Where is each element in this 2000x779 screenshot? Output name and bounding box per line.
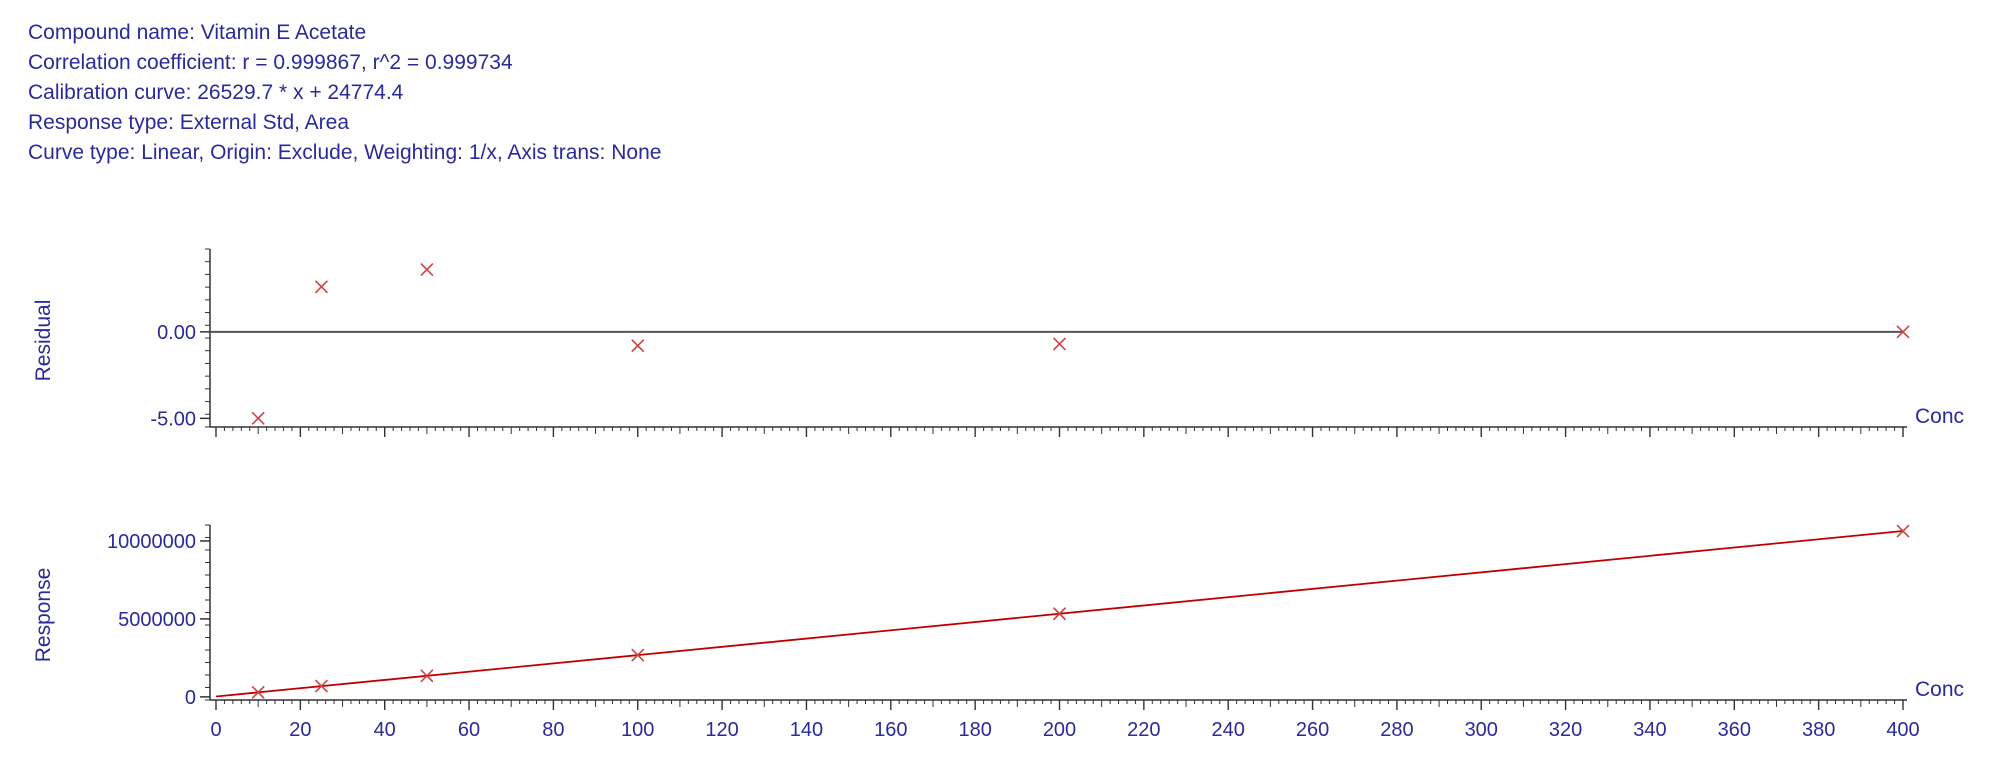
y-tick-label: 10000000: [107, 531, 196, 553]
data-point: [631, 339, 645, 353]
data-point-stroke: [1052, 337, 1067, 351]
x-tick-label: 240: [1212, 719, 1245, 741]
curve-type: Curve type: Linear, Origin: Exclude, Wei…: [28, 141, 662, 164]
data-point: [420, 669, 434, 683]
x-tick-label: 180: [958, 719, 991, 741]
x-tick-label: 160: [874, 719, 907, 741]
data-point-stroke: [1052, 607, 1067, 621]
x-tick-label: 200: [1043, 719, 1076, 741]
y-tick-label: 5000000: [118, 609, 196, 631]
y-tick-label: -5.00: [150, 408, 196, 430]
data-point-stroke: [631, 648, 645, 662]
y-axis-label: Residual: [32, 300, 55, 382]
x-tick-label: 320: [1549, 719, 1582, 741]
x-tick-label: 280: [1380, 719, 1413, 741]
x-tick-label: 340: [1633, 719, 1666, 741]
data-point-stroke: [420, 669, 434, 683]
x-tick-label: 40: [374, 719, 396, 741]
y-tick-label: 0: [185, 687, 196, 709]
data-point-stroke: [420, 263, 434, 277]
data-point: [1052, 337, 1067, 351]
data-point: [314, 679, 329, 693]
x-tick-label: 220: [1127, 719, 1160, 741]
compound-name: Compound name: Vitamin E Acetate: [28, 21, 367, 44]
x-tick-label: 260: [1296, 719, 1329, 741]
x-tick-label: 380: [1802, 719, 1835, 741]
data-point-stroke: [251, 685, 265, 699]
data-point: [1052, 607, 1067, 621]
data-point-stroke: [631, 339, 645, 353]
x-tick-label: 140: [790, 719, 823, 741]
data-point: [314, 280, 329, 294]
x-tick-label: 0: [210, 719, 221, 741]
y-tick-label: 0.00: [157, 322, 196, 344]
x-tick-label: 360: [1718, 719, 1751, 741]
data-point: [1896, 325, 1910, 339]
data-point: [631, 648, 645, 662]
x-tick-label: 300: [1465, 719, 1498, 741]
x-axis-label: Conc: [1915, 678, 1964, 701]
x-tick-label: 120: [705, 719, 738, 741]
calibration-info: Compound name: Vitamin E Acetate Correla…: [28, 18, 661, 168]
x-tick-label: 100: [621, 719, 654, 741]
x-tick-label: 60: [458, 719, 480, 741]
response-type: Response type: External Std, Area: [28, 111, 350, 134]
data-point: [420, 263, 434, 277]
data-point-stroke: [314, 679, 329, 693]
response-panel: 10000000 5000000 0 Conc Response 0 20 40 60 80 100…: [32, 524, 1964, 741]
x-tick-label: 400: [1886, 719, 1919, 741]
correlation-coefficient: Correlation coefficient: r = 0.999867, r…: [28, 51, 513, 74]
x-axis-label: Conc: [1915, 405, 1964, 428]
data-point: [251, 685, 265, 699]
x-tick-label: 80: [542, 719, 564, 741]
x-tick-label: 20: [289, 719, 311, 741]
data-point-stroke: [1896, 325, 1910, 339]
residual-panel: 0.00 -5.00 Conc Residual: [32, 248, 1964, 437]
data-point-stroke: [251, 411, 265, 425]
data-point: [251, 411, 265, 425]
data-point-stroke: [1896, 524, 1910, 538]
data-point: [1896, 524, 1910, 538]
calibration-curve: Calibration curve: 26529.7 * x + 24774.4: [28, 81, 404, 104]
data-point-stroke: [314, 280, 329, 294]
y-axis-label: Response: [32, 568, 55, 663]
